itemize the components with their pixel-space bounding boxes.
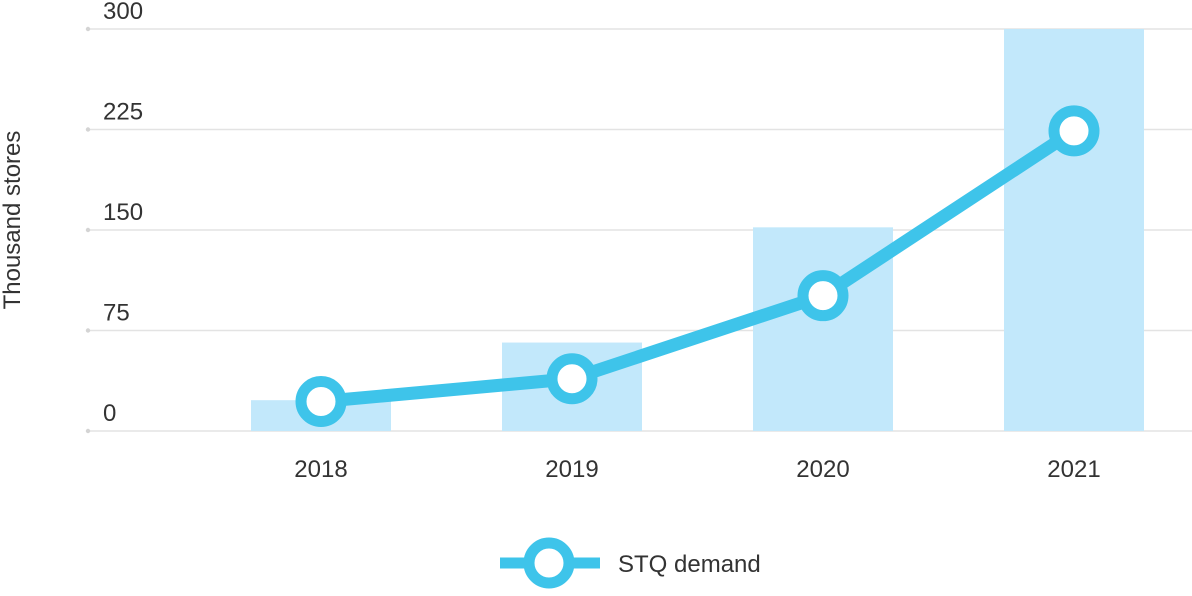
y-tick-label: 300 <box>103 0 143 25</box>
axis-layer: 0 75 150 225 300 2018 2019 2020 2021 <box>103 0 1101 483</box>
y-tick-label: 150 <box>103 199 143 226</box>
y-axis-label: Thousand stores <box>0 131 26 310</box>
line-point <box>546 353 598 405</box>
y-tick-label: 0 <box>103 400 116 427</box>
gridline-end-dot <box>85 227 91 233</box>
line-layer <box>295 105 1100 428</box>
gridline-end-dot <box>85 428 91 434</box>
x-tick-label: 2018 <box>294 456 347 483</box>
legend-label: STQ demand <box>618 551 761 578</box>
y-tick-label: 225 <box>103 99 143 126</box>
legend: STQ demand <box>500 537 761 589</box>
y-tick-label: 75 <box>103 300 130 327</box>
legend-marker-swatch <box>523 537 575 589</box>
line-point <box>797 270 849 322</box>
gridline-end-dot <box>85 26 91 32</box>
x-tick-label: 2020 <box>796 456 849 483</box>
line-series-stq-demand <box>314 124 1081 409</box>
gridline-end-dot <box>85 127 91 132</box>
gridline-end-dot <box>85 328 91 333</box>
x-tick-label: 2019 <box>545 456 598 483</box>
line-point <box>295 376 347 428</box>
x-tick-label: 2021 <box>1047 456 1100 483</box>
bar <box>1004 29 1144 431</box>
line-point <box>1048 105 1100 157</box>
